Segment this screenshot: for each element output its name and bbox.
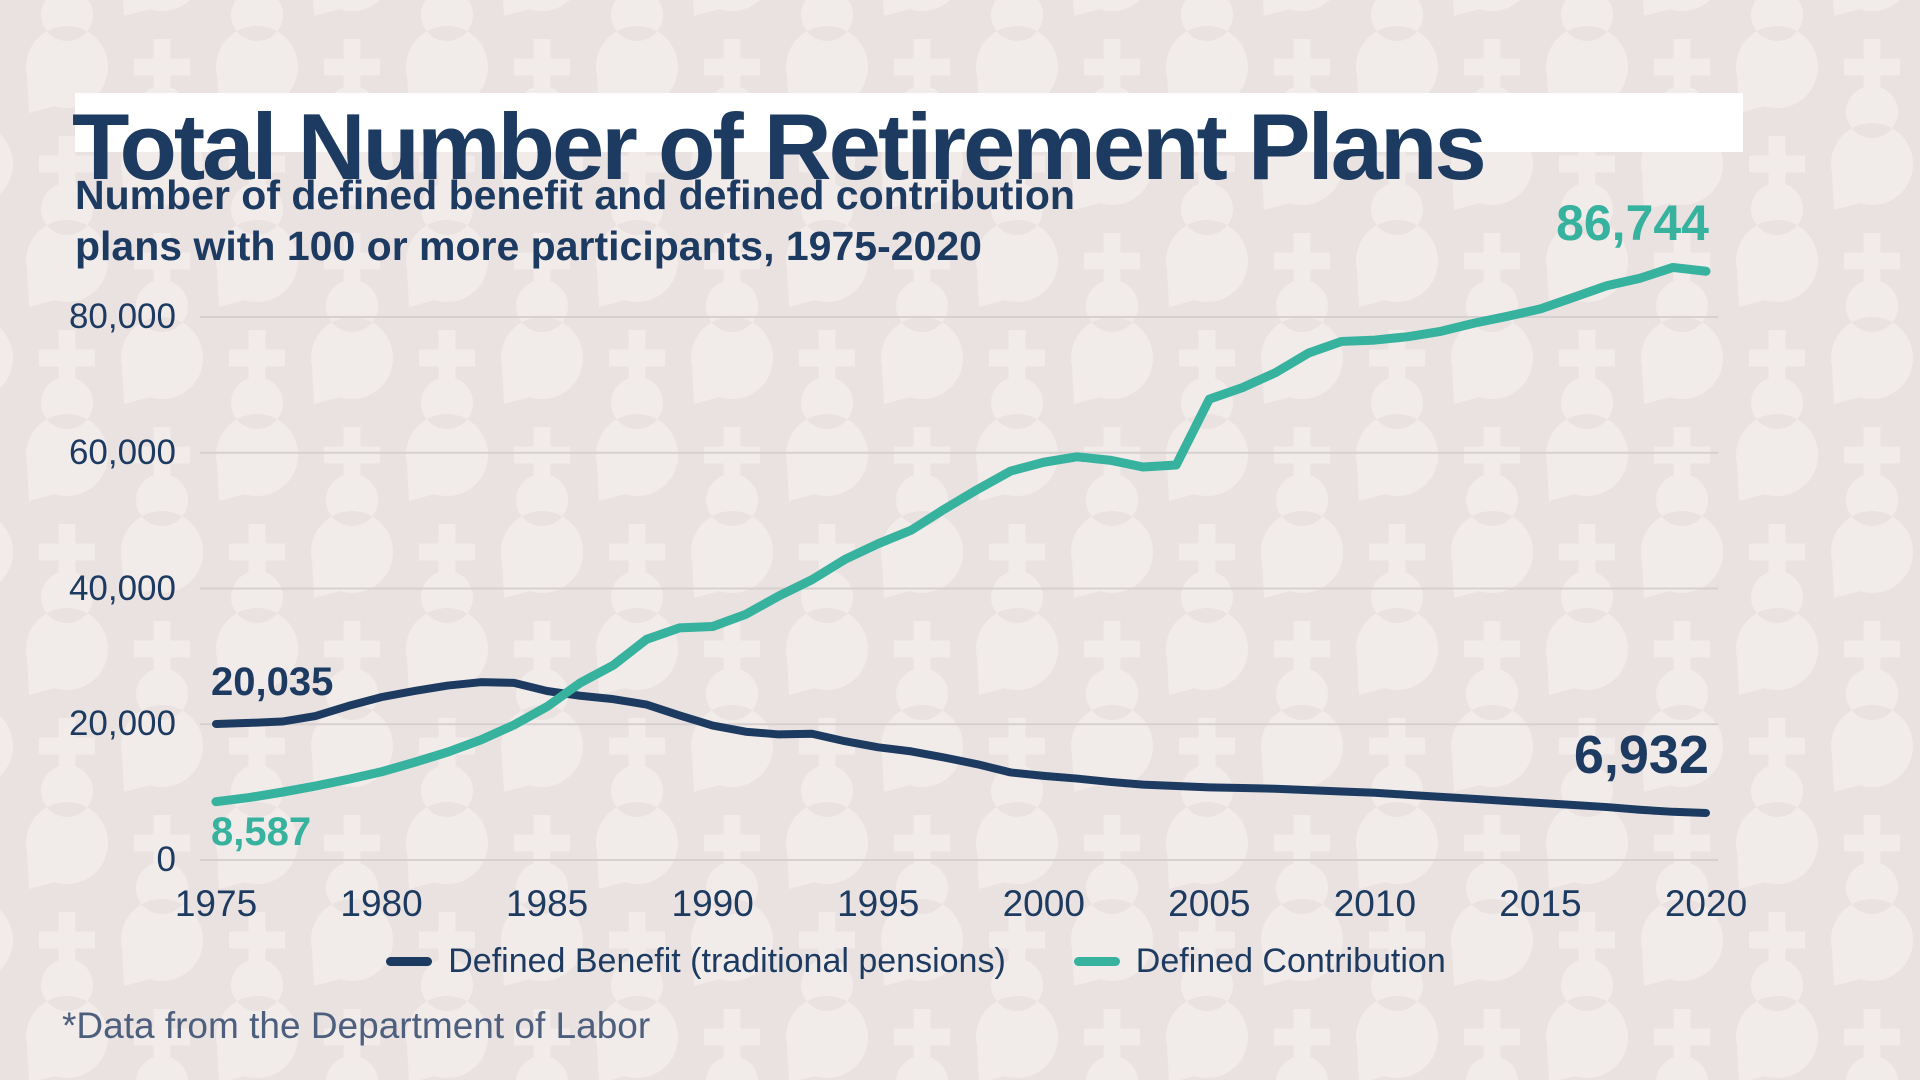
legend-label-defined-benefit: Defined Benefit (traditional pensions): [448, 942, 1006, 980]
defined-benefit-traditional-pensions-line: [212, 678, 1710, 817]
subtitle-line-1: Number of defined benefit and defined co…: [75, 172, 1075, 218]
defined-benefit-start-value-label: 20,035: [211, 660, 334, 704]
page-title: Total Number of Retirement Plans: [72, 93, 1487, 199]
defined-contribution-start-value-label: 8,587: [211, 810, 312, 854]
legend: Defined Benefit (traditional pensions) D…: [0, 942, 1832, 981]
legend-item-defined-benefit: Defined Benefit (traditional pensions): [386, 942, 1006, 981]
defined-contribution-end-value-label: 86,744: [1556, 195, 1709, 251]
legend-item-defined-contribution: Defined Contribution: [1073, 942, 1446, 981]
title-highlight-band: [75, 93, 1743, 152]
defined-benefit-line-swatch: [386, 957, 433, 966]
subtitle-line-2: plans with 100 or more participants, 197…: [75, 223, 982, 269]
chart-subtitle: Number of defined benefit and defined co…: [75, 170, 1075, 272]
data-source-footnote: *Data from the Department of Labor: [62, 1005, 651, 1046]
legend-label-defined-contribution: Defined Contribution: [1135, 942, 1446, 980]
defined-contribution-line-swatch: [1073, 957, 1120, 966]
defined-benefit-end-value-label: 6,932: [1573, 725, 1709, 785]
defined-contribution-line: [211, 262, 1711, 807]
